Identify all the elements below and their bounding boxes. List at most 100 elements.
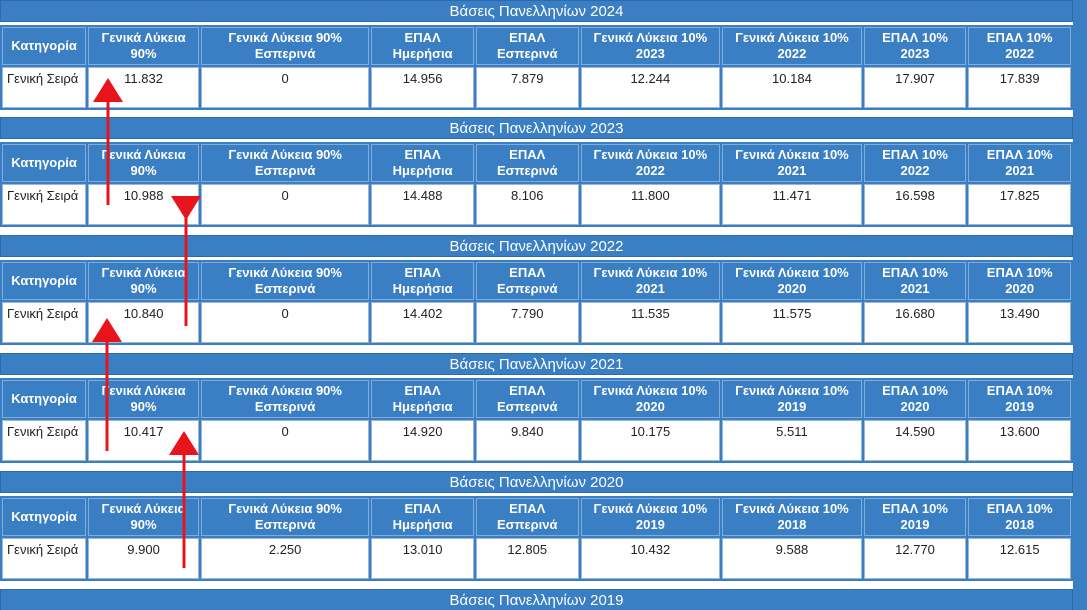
value-cell: 5.511	[722, 420, 862, 461]
scroll-edge	[1073, 0, 1087, 118]
value-cell: 8.106	[475, 184, 579, 225]
value-cell: 14.956	[371, 67, 474, 108]
column-header: ΕΠΑΛ 10% 2019	[968, 380, 1071, 418]
value-cell: 16.598	[863, 184, 967, 225]
year-section-title: Βάσεις Πανελληνίων 2022	[0, 235, 1073, 257]
column-header: ΕΠΑΛ Ημερήσια	[371, 498, 474, 536]
column-header: Γενικά Λύκεια 90% Εσπερινά	[200, 498, 370, 536]
value-cell: 12.805	[475, 538, 579, 579]
column-header: Γενικά Λύκεια 10% 2022	[722, 27, 862, 65]
column-header: ΕΠΑΛ 10% 2021	[863, 262, 967, 300]
value-cell: 10.432	[580, 538, 721, 579]
value-cell: 10.840	[88, 302, 199, 343]
value-cell: 10.988	[88, 184, 199, 225]
year-section-title: Βάσεις Πανελληνίων 2023	[0, 117, 1073, 139]
column-header: ΕΠΑΛ 10% 2020	[968, 262, 1071, 300]
value-cell: 11.471	[722, 184, 862, 225]
value-cell: 11.575	[722, 302, 862, 343]
value-cell: 12.615	[968, 538, 1071, 579]
value-cell: 7.790	[475, 302, 579, 343]
value-cell: 0	[200, 420, 370, 461]
column-header: Γενικά Λύκεια 90% Εσπερινά	[200, 380, 370, 418]
column-header: ΕΠΑΛ 10% 2023	[863, 27, 967, 65]
bases-table: Κατηγορία Γενικά Λύκεια 90% Γενικά Λύκεια …	[0, 142, 1073, 227]
column-header: ΕΠΑΛ 10% 2020	[863, 380, 967, 418]
value-cell: 10.175	[580, 420, 721, 461]
column-header: ΕΠΑΛ Εσπερινά	[475, 144, 579, 182]
column-header: Γενικά Λύκεια 90%	[88, 380, 199, 418]
value-cell: 16.680	[863, 302, 967, 343]
scroll-edge	[1073, 589, 1087, 610]
scroll-edge	[1073, 471, 1087, 589]
scroll-edge	[1073, 117, 1087, 235]
bases-table: Κατηγορία Γενικά Λύκεια 90% Γενικά Λύκεια …	[0, 378, 1073, 463]
scroll-edge	[1073, 235, 1087, 353]
year-section-title: Βάσεις Πανελληνίων 2021	[0, 353, 1073, 375]
bases-table: Κατηγορία Γενικά Λύκεια 90% Γενικά Λύκεια …	[0, 496, 1073, 581]
value-cell: 12.244	[580, 67, 721, 108]
column-header: Γενικά Λύκεια 90% Εσπερινά	[200, 262, 370, 300]
value-cell: 12.770	[863, 538, 967, 579]
value-cell: 14.920	[371, 420, 474, 461]
column-header: Γενικά Λύκεια 10% 2018	[722, 498, 862, 536]
column-header: Γενικά Λύκεια 90%	[88, 262, 199, 300]
table-header-row: Κατηγορία Γενικά Λύκεια 90% Γενικά Λύκεια …	[2, 498, 1071, 536]
column-header: Κατηγορία	[2, 380, 87, 418]
column-header: Κατηγορία	[2, 262, 87, 300]
column-header: Κατηγορία	[2, 27, 87, 65]
column-header: ΕΠΑΛ 10% 2021	[968, 144, 1071, 182]
value-cell: 9.588	[722, 538, 862, 579]
value-cell: 13.600	[968, 420, 1071, 461]
column-header: Γενικά Λύκεια 10% 2019	[722, 380, 862, 418]
value-cell: 14.590	[863, 420, 967, 461]
year-section: Βάσεις Πανελληνίων 2019	[0, 589, 1087, 610]
value-cell: 17.907	[863, 67, 967, 108]
column-header: ΕΠΑΛ 10% 2022	[968, 27, 1071, 65]
column-header: Γενικά Λύκεια 90% Εσπερινά	[200, 27, 370, 65]
column-header: ΕΠΑΛ Εσπερινά	[475, 27, 579, 65]
column-header: Γενικά Λύκεια 90% Εσπερινά	[200, 144, 370, 182]
value-cell: 13.010	[371, 538, 474, 579]
value-cell: 10.184	[722, 67, 862, 108]
value-cell: 17.839	[968, 67, 1071, 108]
table-row: Γενική Σειρά 10.417 0 14.920 9.840 10.175 5.51…	[2, 420, 1071, 461]
table-row: Γενική Σειρά 10.840 0 14.402 7.790 11.535 11.5…	[2, 302, 1071, 343]
table-row: Γενική Σειρά 10.988 0 14.488 8.106 11.800 11.4…	[2, 184, 1071, 225]
column-header: ΕΠΑΛ Ημερήσια	[371, 27, 474, 65]
value-cell: 0	[200, 67, 370, 108]
column-header: ΕΠΑΛ Εσπερινά	[475, 498, 579, 536]
value-cell: 0	[200, 302, 370, 343]
year-section: Βάσεις Πανελληνίων 2021 Κατηγορία Γενικά Λ…	[0, 353, 1087, 471]
table-header-row: Κατηγορία Γενικά Λύκεια 90% Γενικά Λύκεια …	[2, 144, 1071, 182]
column-header: ΕΠΑΛ 10% 2019	[863, 498, 967, 536]
value-cell: 9.840	[475, 420, 579, 461]
column-header: Κατηγορία	[2, 144, 87, 182]
value-cell: 14.402	[371, 302, 474, 343]
category-cell: Γενική Σειρά	[2, 538, 87, 579]
year-section-title: Βάσεις Πανελληνίων 2020	[0, 471, 1073, 493]
value-cell: 13.490	[968, 302, 1071, 343]
value-cell: 17.825	[968, 184, 1071, 225]
year-section: Βάσεις Πανελληνίων 2020 Κατηγορία Γενικά Λ…	[0, 471, 1087, 589]
year-section-title: Βάσεις Πανελληνίων 2024	[0, 0, 1073, 22]
category-cell: Γενική Σειρά	[2, 184, 87, 225]
value-cell: 2.250	[200, 538, 370, 579]
column-header: ΕΠΑΛ Ημερήσια	[371, 380, 474, 418]
column-header: Γενικά Λύκεια 90%	[88, 27, 199, 65]
column-header: ΕΠΑΛ Ημερήσια	[371, 262, 474, 300]
column-header: Κατηγορία	[2, 498, 87, 536]
column-header: ΕΠΑΛ Εσπερινά	[475, 262, 579, 300]
table-header-row: Κατηγορία Γενικά Λύκεια 90% Γενικά Λύκεια …	[2, 27, 1071, 65]
value-cell: 0	[200, 184, 370, 225]
column-header: Γενικά Λύκεια 90%	[88, 498, 199, 536]
column-header: Γενικά Λύκεια 10% 2020	[580, 380, 721, 418]
column-header: Γενικά Λύκεια 10% 2021	[722, 144, 862, 182]
value-cell: 9.900	[88, 538, 199, 579]
year-section: Βάσεις Πανελληνίων 2022 Κατηγορία Γενικά Λ…	[0, 235, 1087, 353]
column-header: ΕΠΑΛ Ημερήσια	[371, 144, 474, 182]
column-header: Γενικά Λύκεια 10% 2019	[580, 498, 721, 536]
category-cell: Γενική Σειρά	[2, 67, 87, 108]
category-cell: Γενική Σειρά	[2, 302, 87, 343]
column-header: ΕΠΑΛ 10% 2022	[863, 144, 967, 182]
